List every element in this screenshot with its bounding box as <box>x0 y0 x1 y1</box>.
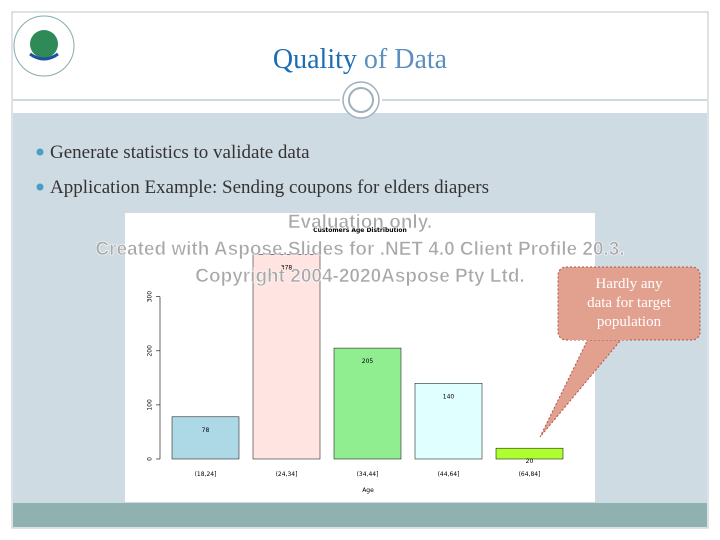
bullet-text: Generate statistics to validate data <box>50 142 310 163</box>
bar <box>171 416 240 460</box>
bullet-dot <box>36 148 44 156</box>
y-tick-label: 0 <box>147 457 154 461</box>
callout <box>539 266 701 438</box>
bar-value-label: 205 <box>362 358 374 365</box>
x-tick-label: (24,34] <box>276 471 298 478</box>
bar <box>495 447 564 460</box>
bullet-list: Generate statistics to validate data Appl… <box>36 142 489 198</box>
watermark-line: Copyright 2004-2020Aspose Pty Ltd. <box>195 266 524 287</box>
callout-line: data for target <box>587 295 672 311</box>
bullet-dot <box>36 183 44 191</box>
logo <box>13 15 75 77</box>
bar-value-label: 78 <box>202 427 210 434</box>
chart: Customers Age Distribution 0 100 200 300 78 (1… <box>147 227 564 494</box>
bar <box>333 347 402 460</box>
bar-value-label: 20 <box>526 458 534 465</box>
bar <box>252 254 321 460</box>
watermark: Evaluation only. Created with Aspose.Slid… <box>95 212 625 288</box>
callout-line: Hardly any <box>595 276 663 292</box>
callout-text: Hardly any data for target population <box>587 276 672 330</box>
footer-bar <box>13 503 707 527</box>
y-tick-label: 200 <box>147 345 154 357</box>
ornament <box>348 87 374 113</box>
title-strong: Quality <box>273 44 357 75</box>
callout-line: population <box>597 314 662 330</box>
x-tick-label: (44,64] <box>438 471 460 478</box>
x-axis-label: Age <box>362 487 374 494</box>
y-tick-label: 100 <box>147 399 154 411</box>
title-rest: of Data <box>364 44 448 75</box>
bar <box>414 383 483 460</box>
x-tick-label: (34,44] <box>357 471 379 478</box>
x-tick-label: (64,84] <box>519 471 541 478</box>
watermark-line: Created with Aspose.Slides for .NET 4.0 … <box>95 239 624 260</box>
chart-title: Customers Age Distribution <box>313 227 407 234</box>
bar-value-label: 378 <box>281 264 293 271</box>
slide-title: Quality of Data <box>273 44 448 75</box>
x-tick-label: (18,24] <box>195 471 217 478</box>
bar-value-label: 140 <box>443 393 455 400</box>
watermark-line: Evaluation only. <box>288 212 432 233</box>
bullet-text: Application Example: Sending coupons for… <box>50 177 489 198</box>
y-tick-label: 300 <box>147 291 154 303</box>
